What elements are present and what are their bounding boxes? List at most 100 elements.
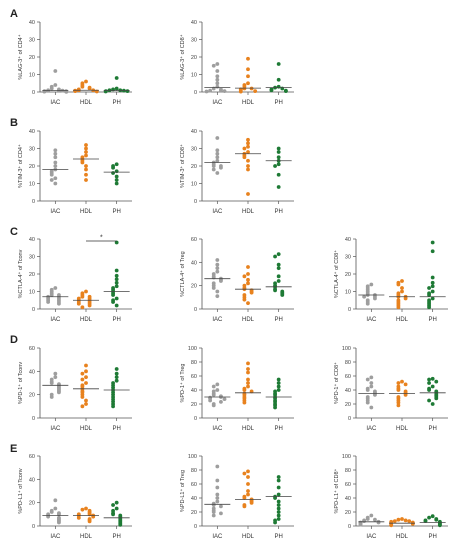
data-point [276,492,281,497]
data-point [276,499,281,504]
y-tick-label: 0 [348,416,351,422]
data-point [276,262,281,267]
y-tick-label: 20 [191,284,197,290]
data-point [114,169,119,174]
data-point [215,388,220,392]
data-point [215,74,220,79]
data-point [400,279,404,283]
data-point [53,155,58,160]
data-point [57,301,61,306]
data-point [403,296,408,301]
data-point [430,296,435,301]
x-tick-label: PH [274,317,282,323]
data-point [246,381,250,385]
data-point [219,165,223,170]
data-point [369,405,374,410]
data-point [215,294,220,299]
x-tick-label: PH [112,534,120,540]
data-point [249,501,254,505]
data-point [114,273,119,278]
y-tick-label: 20 [29,393,35,399]
x-tick-label: HDL [80,426,93,432]
y-axis-label: %CTLA-4⁺ of CD8⁺ [333,250,340,298]
data-point [215,151,220,156]
x-tick-label: PH [274,534,282,540]
data-point [276,252,281,257]
y-tick-label: 0 [348,524,351,530]
data-point [211,86,216,91]
data-point [211,510,216,514]
data-point [400,517,404,521]
data-point [80,305,85,310]
data-point [369,384,374,389]
data-point [215,171,220,175]
data-point [273,405,277,410]
data-point [276,266,281,271]
y-tick-label: 40 [191,260,197,266]
data-point [114,371,119,376]
data-point [84,402,88,406]
y-tick-label: 40 [191,496,197,502]
data-point [125,89,130,94]
data-point [430,402,435,406]
data-point [114,296,119,301]
data-point [111,171,115,175]
data-point [211,164,216,168]
panel-label: B [10,117,18,129]
data-point [276,381,281,385]
data-point [430,289,435,294]
y-axis-label: %CTLA-4⁺ of Tconv [17,249,24,298]
x-tick-label: IAC [366,317,377,323]
data-point [246,74,250,79]
data-point [410,522,415,526]
y-axis-label: %LAG-3⁺ of CD8⁺ [179,34,186,79]
data-point [242,388,247,392]
data-point [49,172,54,177]
data-point [215,382,220,387]
data-point [273,164,277,168]
x-tick-label: IAC [212,100,223,106]
data-point [84,381,88,385]
data-point [427,381,431,385]
data-point [53,506,58,511]
y-tick-label: 100 [188,454,197,460]
y-tick-label: 30 [191,38,197,44]
y-tick-label: 0 [32,416,35,422]
data-point [84,164,88,168]
data-point [111,165,115,170]
x-tick-label: HDL [80,534,93,540]
scatter-panel: 0 20 40 60 80 100 %PD-L1⁺ of CD8⁺ IAC HDL PH [333,454,448,540]
data-point [215,148,220,153]
data-point [215,478,220,483]
scatter-panel: 0 20 40 60 80 100 %PD-L1⁺ of Treg IAC HDL PH [179,454,294,540]
x-tick-label: HDL [80,317,93,323]
data-point [362,294,367,299]
y-axis-label: %PD-L1⁺ of Treg [179,470,186,512]
data-point [246,144,250,149]
data-point [215,464,220,469]
y-axis-label: %PD-1⁺ of Treg [179,364,186,403]
x-tick-label: PH [274,426,282,432]
data-point [111,300,115,304]
data-point [389,523,394,528]
data-point [430,514,435,519]
x-tick-label: PH [112,426,120,432]
data-point [219,279,223,283]
data-point [215,155,220,160]
data-point [215,485,220,490]
data-point [238,89,243,94]
data-point [111,503,115,507]
y-tick-label: 40 [29,129,35,135]
x-tick-label: PH [428,317,436,323]
data-point [215,62,220,66]
data-point [57,390,61,395]
data-point [114,375,119,380]
data-point [396,517,401,522]
data-point [430,384,435,389]
data-point [276,388,281,392]
data-point [114,378,119,383]
data-point [246,377,250,382]
data-point [246,67,250,72]
data-point [373,296,377,301]
y-tick-label: 0 [32,199,35,205]
